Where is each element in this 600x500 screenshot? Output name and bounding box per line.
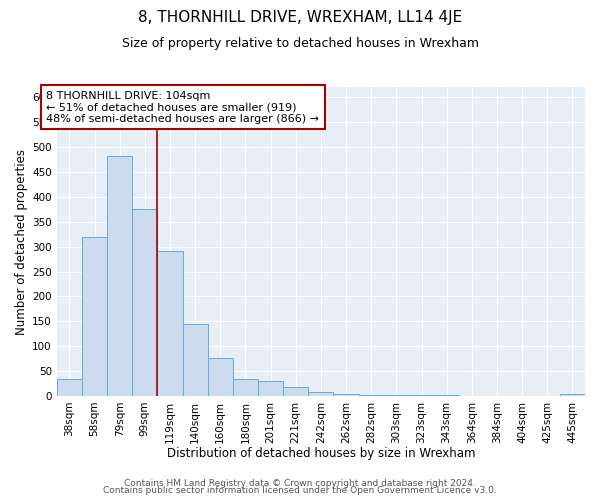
Text: Contains HM Land Registry data © Crown copyright and database right 2024.: Contains HM Land Registry data © Crown c… xyxy=(124,478,476,488)
Bar xyxy=(233,379,258,396)
Bar xyxy=(107,156,132,396)
Bar xyxy=(308,392,334,396)
Text: Size of property relative to detached houses in Wrexham: Size of property relative to detached ho… xyxy=(121,38,479,51)
Bar xyxy=(359,395,384,396)
Bar xyxy=(208,358,233,396)
Bar xyxy=(283,388,308,396)
Bar xyxy=(334,394,359,396)
Bar xyxy=(560,394,585,396)
Bar xyxy=(182,324,208,396)
Text: Contains public sector information licensed under the Open Government Licence v3: Contains public sector information licen… xyxy=(103,486,497,495)
Bar xyxy=(157,250,182,396)
Bar xyxy=(57,380,82,396)
Y-axis label: Number of detached properties: Number of detached properties xyxy=(15,148,28,334)
Text: 8, THORNHILL DRIVE, WREXHAM, LL14 4JE: 8, THORNHILL DRIVE, WREXHAM, LL14 4JE xyxy=(138,10,462,25)
Bar xyxy=(132,210,157,396)
Bar xyxy=(82,236,107,396)
X-axis label: Distribution of detached houses by size in Wrexham: Distribution of detached houses by size … xyxy=(167,447,475,460)
Bar xyxy=(258,381,283,396)
Text: 8 THORNHILL DRIVE: 104sqm
← 51% of detached houses are smaller (919)
48% of semi: 8 THORNHILL DRIVE: 104sqm ← 51% of detac… xyxy=(46,90,319,124)
